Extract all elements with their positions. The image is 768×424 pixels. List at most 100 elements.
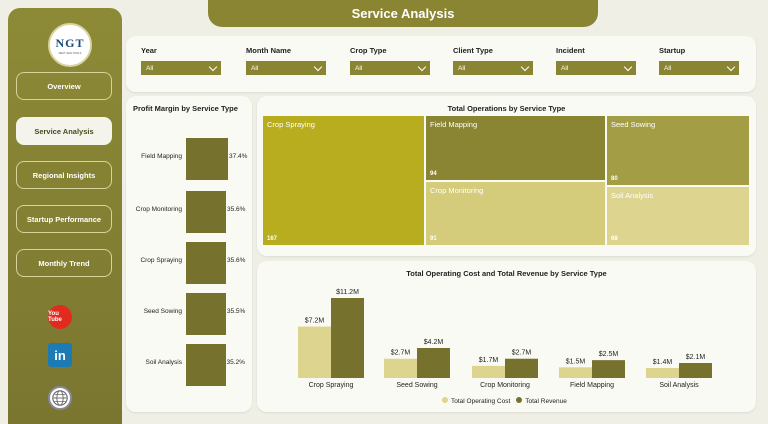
bar-cost[interactable] [384,358,417,378]
bar-value-label: $2.5M [599,351,619,358]
legend-item-cost[interactable]: Total Operating Cost [442,397,510,405]
treemap-tile-name: Crop Monitoring [430,186,484,195]
bar-revenue[interactable] [679,363,712,378]
profit-margin-bar[interactable] [186,242,226,284]
profit-margin-row[interactable]: Seed Sowing 35.5% [126,293,250,335]
profit-margin-row[interactable]: Crop Spraying 35.6% [126,242,250,284]
youtube-icon[interactable]: You Tube [48,305,72,329]
bar-value-label: $1.7M [479,357,499,364]
logo[interactable]: NGT NEXT GEN TOOLS [48,23,92,67]
filter-year: Year All [141,46,221,75]
bar-value-label: $11.2M [336,289,359,296]
filter-startup-label: Startup [659,46,686,55]
profit-margin-value: 37.4% [229,153,248,160]
profit-margin-value: 35.6% [226,257,246,264]
x-axis-category-label: Field Mapping [570,382,614,389]
bar-revenue[interactable] [592,360,625,378]
globe-icon[interactable] [48,386,72,410]
filter-month-dropdown[interactable]: All [246,61,326,75]
filter-month-label: Month Name [246,46,291,55]
filter-client-type-dropdown[interactable]: All [453,61,533,75]
filter-year-label: Year [141,46,157,55]
treemap-tile[interactable]: Soil Analysis 68 [606,186,750,246]
filter-month-value: All [251,64,259,72]
filter-client-type: Client Type All [453,46,533,75]
filter-incident-value: All [561,64,569,72]
profit-margin-row[interactable]: Crop Monitoring 35.6% [126,191,250,233]
treemap-tile[interactable]: Crop Spraying 167 [262,115,425,246]
filter-month: Month Name All [246,46,326,75]
profit-margin-card: Profit Margin by Service Type Field Mapp… [126,96,252,412]
filter-crop-type: Crop Type All [350,46,430,75]
legend-item-revenue[interactable]: Total Revenue [516,397,567,405]
nav-startup-performance-button[interactable]: Startup Performance [16,205,112,233]
nav-overview-button[interactable]: Overview [16,72,112,100]
treemap-tile-name: Field Mapping [430,120,478,129]
bar-value-label: $7.2M [305,318,325,325]
bar-cost[interactable] [559,367,592,378]
bar-revenue[interactable] [505,358,538,378]
treemap-tile-name: Seed Sowing [611,120,656,129]
x-axis-category-label: Seed Sowing [396,382,437,389]
legend-label-revenue: Total Revenue [525,398,567,405]
profit-margin-category: Crop Spraying [140,257,182,264]
logo-tagline: NEXT GEN TOOLS [58,51,82,55]
cost-revenue-title: Total Operating Cost and Total Revenue b… [406,269,607,278]
bar-revenue[interactable] [331,298,364,378]
treemap-tile[interactable]: Crop Monitoring 91 [425,181,606,246]
filter-client-type-value: All [458,64,466,72]
profit-margin-category: Field Mapping [141,153,182,160]
logo-text: NGT [55,35,85,50]
filter-year-value: All [146,64,154,72]
profit-margin-bar[interactable] [186,293,226,335]
bar-cost[interactable] [646,368,679,378]
linkedin-icon[interactable]: in [48,343,72,367]
filter-crop-type-dropdown[interactable]: All [350,61,430,75]
page-title: Service Analysis [208,0,598,27]
profit-margin-bar[interactable] [186,138,228,180]
profit-margin-bar[interactable] [186,344,226,386]
profit-margin-category: Seed Sowing [143,308,182,315]
profit-margin-category: Soil Analysis [145,359,183,366]
treemap-title: Total Operations by Service Type [447,104,566,113]
nav-service-analysis-button[interactable]: Service Analysis [16,117,112,145]
filter-incident-dropdown[interactable]: All [556,61,636,75]
bar-value-label: $2.7M [512,350,532,357]
profit-margin-value: 35.5% [226,308,246,315]
treemap-tile-name: Crop Spraying [267,120,315,129]
bar-value-label: $1.4M [653,359,673,366]
profit-margin-category: Crop Monitoring [135,206,182,213]
filter-year-dropdown[interactable]: All [141,61,221,75]
profit-margin-bar[interactable] [186,191,226,233]
nav-regional-insights-button[interactable]: Regional Insights [16,161,112,189]
bar-cost[interactable] [298,326,331,378]
filter-incident-label: Incident [556,46,585,55]
filter-startup: Startup All [659,46,739,75]
filter-incident: Incident All [556,46,636,75]
filter-startup-dropdown[interactable]: All [659,61,739,75]
bar-revenue[interactable] [417,348,450,378]
profit-margin-row[interactable]: Field Mapping 37.4% [126,138,250,180]
nav-monthly-trend-button[interactable]: Monthly Trend [16,249,112,277]
treemap-tile-name: Soil Analysis [611,191,654,200]
treemap-tile[interactable]: Field Mapping 94 [425,115,606,181]
filters-panel [126,36,756,92]
treemap-tile-value: 91 [430,236,437,242]
x-axis-category-label: Crop Monitoring [480,382,530,389]
profit-margin-row[interactable]: Soil Analysis 35.2% [126,344,250,386]
bar-cost[interactable] [472,365,505,378]
bar-value-label: $1.5M [566,358,586,365]
globe-icon-shape [52,390,68,406]
filter-client-type-label: Client Type [453,46,493,55]
x-axis-category-label: Soil Analysis [659,382,699,389]
treemap-tile[interactable]: Seed Sowing 80 [606,115,750,186]
filter-startup-value: All [664,64,672,72]
legend-label-cost: Total Operating Cost [451,398,511,405]
profit-margin-value: 35.2% [226,359,245,366]
bar-value-label: $2.1M [686,354,706,361]
treemap-tile-value: 167 [267,236,278,242]
bar-value-label: $4.2M [424,339,444,346]
filter-crop-type-label: Crop Type [350,46,387,55]
